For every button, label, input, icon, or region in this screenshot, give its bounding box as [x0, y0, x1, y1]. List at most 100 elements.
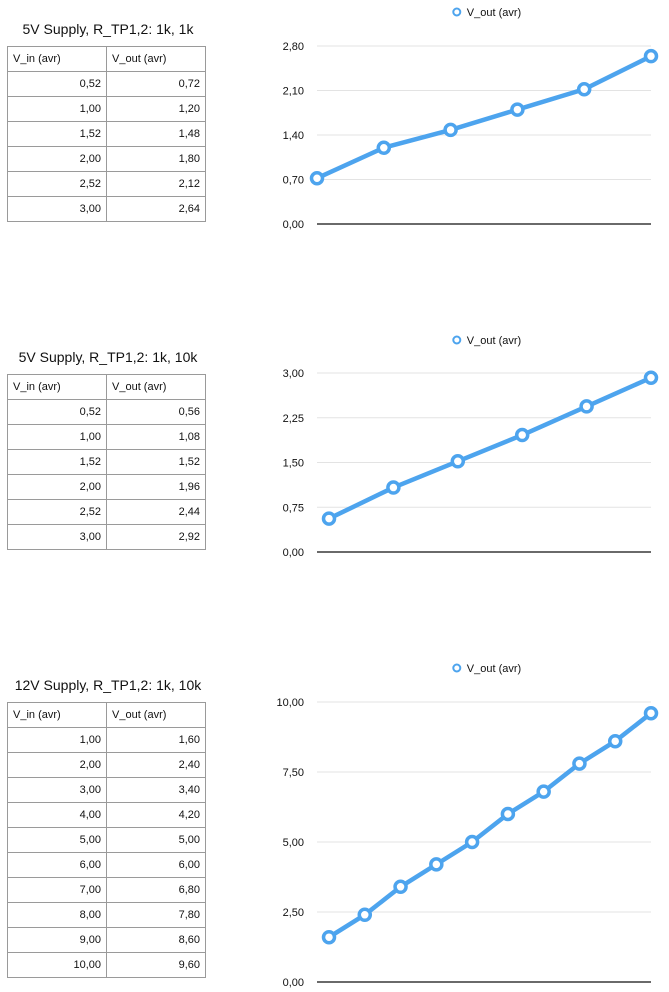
y-tick-label: 3,00 [283, 368, 304, 380]
table-cell: 4,00 [7, 802, 107, 828]
series-line [326, 375, 654, 521]
table-cell: 3,00 [7, 524, 107, 550]
table-row: 2,00 2,40 [7, 752, 206, 778]
table-row: 1,52 1,52 [7, 449, 206, 475]
table-row: 1,52 1,48 [7, 121, 206, 147]
table-row: 10,00 9,60 [7, 952, 206, 978]
data-point [510, 102, 525, 117]
table-cell: 2,52 [7, 499, 107, 525]
y-tick-label: 0,70 [283, 175, 304, 187]
data-point [607, 733, 623, 749]
table-cell: 8,00 [7, 902, 107, 928]
table-cell: 0,52 [7, 399, 107, 425]
column-header-vin: V_in (avr) [7, 374, 107, 400]
table-cell: 1,52 [7, 449, 107, 475]
legend-marker [452, 7, 462, 17]
table-title: 5V Supply, R_TP1,2: 1k, 1k [22, 21, 194, 37]
table-title: 12V Supply, R_TP1,2: 1k, 10k [14, 677, 202, 693]
table-row: 0,52 0,56 [7, 399, 206, 425]
data-point [536, 784, 551, 799]
table-cell: 1,96 [106, 474, 206, 500]
legend-label: V_out (avr) [467, 335, 521, 347]
column-header-vout: V_out (avr) [106, 374, 206, 400]
table-cell: 1,60 [106, 727, 206, 753]
table-header-row: V_in (avr) V_out (avr) [7, 46, 206, 72]
panel-2: 5V Supply, R_TP1,2: 1k, 10k V_in (avr) V… [7, 335, 659, 559]
line-chart: 0,00 0,75 1,50 2,25 3,00 V_out (avr) [283, 335, 659, 559]
table-cell: 0,52 [7, 71, 107, 97]
data-point [643, 370, 659, 386]
data-point [643, 705, 659, 721]
data-point [500, 806, 516, 822]
legend-label: V_out (avr) [467, 7, 521, 19]
table-cell: 10,00 [7, 952, 107, 978]
table-cell: 2,92 [106, 524, 206, 550]
table-cell: 0,72 [106, 71, 206, 97]
data-point [309, 170, 325, 186]
y-tick-label: 2,50 [283, 907, 304, 919]
line-chart: 0,00 0,70 1,40 2,10 2,80 V_out (avr) [283, 7, 659, 231]
table-cell: 6,00 [7, 852, 107, 878]
table-row: 4,00 4,20 [7, 802, 206, 828]
panel-1: 5V Supply, R_TP1,2: 1k, 1k V_in (avr) V_… [0, 0, 669, 300]
column-header-vin: V_in (avr) [7, 46, 107, 72]
table-cell: 2,00 [7, 752, 107, 778]
data-point [376, 140, 392, 155]
data-point [643, 48, 659, 64]
table-row: 0,52 0,72 [7, 71, 206, 97]
data-table: V_in (avr) V_out (avr) 0,52 0,56 1,00 1,08… [7, 374, 206, 550]
table-row: 2,52 2,12 [7, 171, 206, 197]
y-tick-label: 0,00 [283, 977, 304, 989]
data-table: V_in (avr) V_out (avr) 0,52 0,72 1,00 1,20… [7, 46, 206, 222]
table-cell: 2,12 [106, 171, 206, 197]
table-cell: 1,52 [106, 449, 206, 475]
table-row: 2,52 2,44 [7, 499, 206, 525]
y-tick-label: 0,00 [283, 547, 304, 559]
data-point [514, 427, 530, 443]
data-point [464, 834, 480, 850]
data-point [443, 122, 458, 138]
y-tick-label: 1,40 [283, 130, 304, 142]
table-cell: 5,00 [106, 827, 206, 853]
table-cell: 1,08 [106, 424, 206, 450]
data-point [450, 454, 466, 469]
y-tick-label: 0,00 [283, 219, 304, 231]
table-row: 1,00 1,20 [7, 96, 206, 122]
y-tick-label: 2,10 [283, 86, 304, 98]
data-point [321, 929, 337, 945]
table-cell: 2,52 [7, 171, 107, 197]
table-cell: 1,48 [106, 121, 206, 147]
data-point [572, 756, 587, 771]
table-cell: 1,00 [7, 424, 107, 450]
data-point [357, 907, 373, 923]
y-tick-label: 2,80 [283, 41, 304, 53]
data-table: V_in (avr) V_out (avr) 1,00 1,60 2,00 2,40… [7, 702, 206, 978]
y-tick-label: 2,25 [283, 413, 304, 425]
legend-label: V_out (avr) [467, 663, 521, 675]
table-title: 5V Supply, R_TP1,2: 1k, 10k [18, 349, 198, 365]
table-header-row: V_in (avr) V_out (avr) [7, 374, 206, 400]
table-cell: 2,44 [106, 499, 206, 525]
data-point [576, 81, 592, 97]
table-cell: 6,80 [106, 877, 206, 903]
table-row: 3,00 2,92 [7, 524, 206, 550]
legend-marker [452, 663, 462, 673]
column-header-vout: V_out (avr) [106, 46, 206, 72]
table-cell: 9,60 [106, 952, 206, 978]
legend-marker [452, 335, 462, 345]
table-row: 5,00 5,00 [7, 827, 206, 853]
table-row: 2,00 1,96 [7, 474, 206, 500]
table-cell: 3,00 [7, 196, 107, 222]
table-cell: 3,00 [7, 777, 107, 803]
table-cell: 1,80 [106, 146, 206, 172]
table-row: 6,00 6,00 [7, 852, 206, 878]
data-point [429, 857, 444, 872]
series-line [326, 710, 654, 940]
table-row: 3,00 2,64 [7, 196, 206, 222]
y-tick-label: 5,00 [283, 837, 304, 849]
table-row: 1,00 1,08 [7, 424, 206, 450]
data-point [321, 511, 337, 526]
y-tick-label: 1,50 [283, 458, 304, 470]
